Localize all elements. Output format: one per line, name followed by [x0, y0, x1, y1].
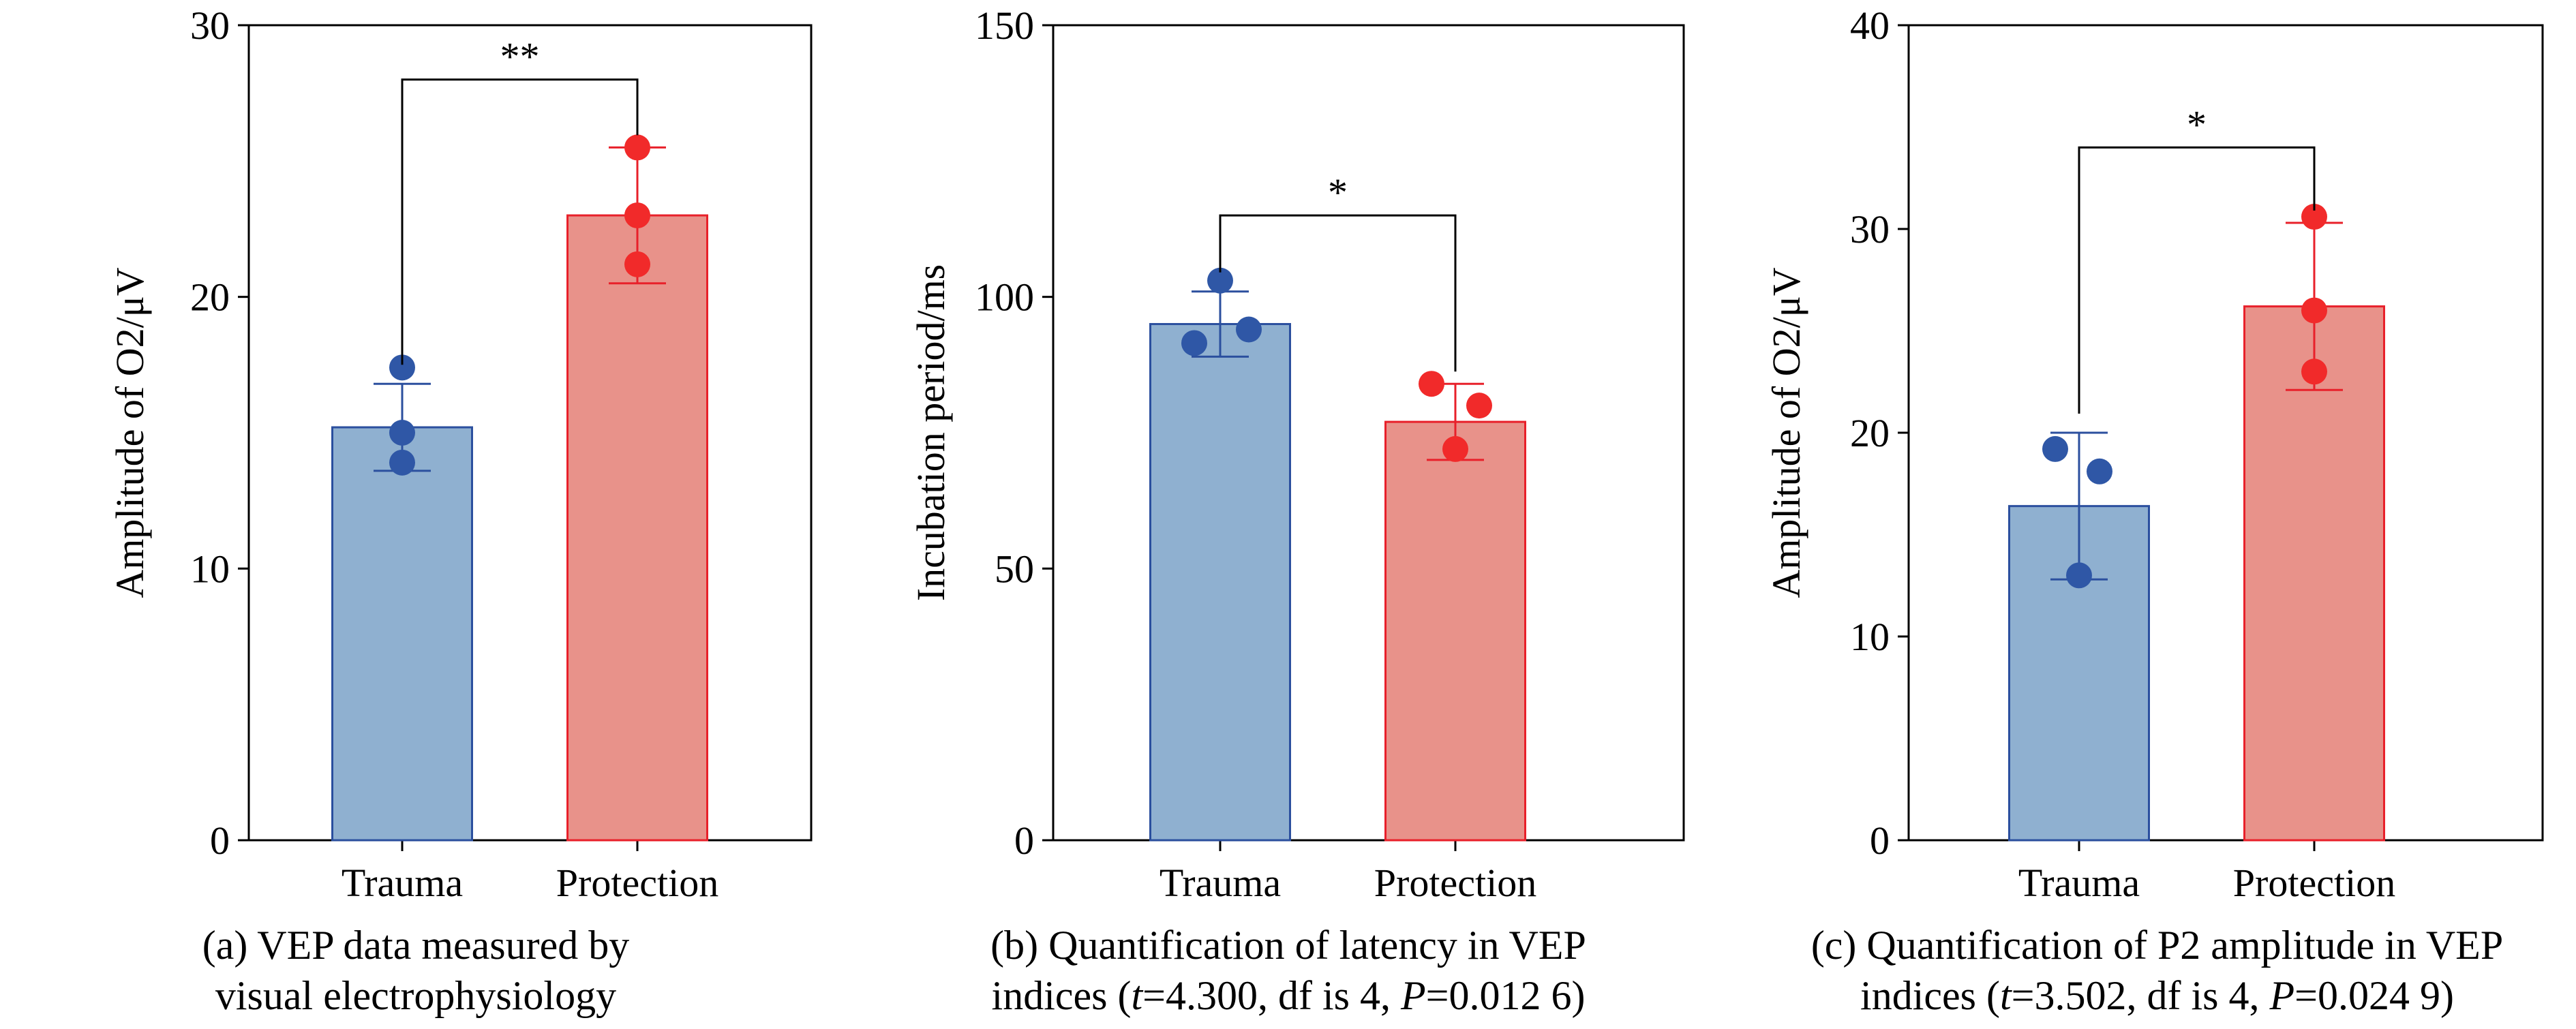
- data-point-a-trauma: [389, 420, 415, 446]
- data-point-b-protection: [1466, 393, 1492, 419]
- y-tick-label-b: 150: [975, 3, 1034, 48]
- data-point-a-trauma: [389, 449, 415, 476]
- significance-bracket-c: [2078, 146, 2316, 414]
- data-point-b-protection: [1442, 435, 1468, 462]
- x-tick-label-c-protection: Protection: [2233, 861, 2395, 900]
- bar-a-trauma: [331, 426, 473, 842]
- y-tick-label-a: 0: [210, 818, 230, 863]
- caption-c: (c) Quantification of P2 amplitude in VE…: [1738, 920, 2576, 1021]
- data-point-c-protection: [2301, 204, 2327, 230]
- caption-c-line-2: indices (t=3.502, df is 4, P=0.024 9): [1860, 973, 2454, 1018]
- significance-bracket-b: [1219, 214, 1457, 372]
- significance-stars-c: *: [2187, 102, 2207, 147]
- caption-c-line-1: (c) Quantification of P2 amplitude in VE…: [1810, 923, 2504, 968]
- y-tick-label-c: 40: [1850, 3, 1890, 48]
- chart-panel-a: 0 10 20 30 Amplitude of O2/μV Trauma Protectio…: [0, 0, 825, 1029]
- x-tick-label-c-trauma: Trauma: [2018, 861, 2140, 900]
- caption-a-line-2: visual electrophysiology: [215, 973, 617, 1018]
- y-tick-label-a: 10: [190, 547, 230, 591]
- y-tick-label-c: 20: [1850, 411, 1890, 455]
- y-tick-label-a: 20: [190, 275, 230, 320]
- x-tick-label-a-trauma: Trauma: [342, 861, 463, 900]
- chart-panel-c: 0 10 20 30 40 Amplitude of O2/μV Trauma Protect…: [1711, 0, 2576, 1029]
- data-point-c-trauma: [2066, 562, 2092, 589]
- plot-frame-b: [1052, 24, 1685, 842]
- y-tick-label-c: 30: [1850, 207, 1890, 251]
- bar-c-protection: [2243, 305, 2385, 842]
- caption-a: (a) VEP data measured by visual electrop…: [41, 920, 791, 1021]
- caption-b-line-2: indices (t=4.300, df is 4, P=0.012 6): [991, 973, 1586, 1018]
- y-axis-label-a: Amplitude of O2/μV: [108, 267, 152, 598]
- data-point-a-trauma: [389, 354, 415, 381]
- x-tick-label-b-protection: Protection: [1374, 861, 1536, 900]
- y-tick-label-c: 10: [1850, 615, 1890, 659]
- y-tick-label-c: 0: [1870, 818, 1890, 863]
- significance-stars-b: *: [1328, 170, 1348, 215]
- caption-b-line-1: (b) Quantification of latency in VEP: [990, 923, 1586, 968]
- y-tick-label-b: 50: [995, 547, 1034, 591]
- bar-a-protection: [566, 214, 708, 842]
- bar-b-trauma: [1149, 323, 1291, 842]
- chart-panel-b: 0 50 100 150 Incubation period/ms Trauma Prote…: [838, 0, 1697, 1029]
- chart-b: 0 50 100 150 Incubation period/ms Trauma Prote…: [909, 3, 1685, 900]
- data-point-a-protection: [624, 202, 650, 229]
- x-tick-label-b-trauma: Trauma: [1160, 861, 1281, 900]
- data-point-c-trauma: [2042, 435, 2068, 462]
- caption-b: (b) Quantification of latency in VEP ind…: [879, 920, 1697, 1021]
- data-point-a-protection: [624, 134, 650, 161]
- y-tick-label-b: 0: [1014, 818, 1034, 863]
- chart-c: 0 10 20 30 40 Amplitude of O2/μV Trauma Protect…: [1764, 3, 2544, 900]
- y-axis-label-c: Amplitude of O2/μV: [1764, 267, 1808, 598]
- data-point-b-trauma: [1236, 316, 1262, 343]
- data-point-c-protection: [2301, 297, 2327, 324]
- x-tick-label-a-protection: Protection: [556, 861, 718, 900]
- plot-frame-a: [247, 24, 813, 842]
- data-point-a-protection: [624, 251, 650, 277]
- y-tick-label-a: 30: [190, 3, 230, 48]
- data-point-c-trauma: [2087, 458, 2112, 485]
- caption-a-line-1: (a) VEP data measured by: [202, 923, 630, 968]
- y-tick-label-b: 100: [975, 275, 1034, 320]
- y-axis-label-b: Incubation period/ms: [909, 264, 953, 602]
- data-point-b-protection: [1419, 371, 1444, 397]
- data-point-b-trauma: [1207, 267, 1233, 294]
- data-point-b-trauma: [1181, 330, 1207, 356]
- data-point-c-protection: [2301, 358, 2327, 385]
- significance-stars-a: **: [500, 35, 540, 79]
- chart-a: 0 10 20 30 Amplitude of O2/μV Trauma Protectio…: [108, 3, 813, 900]
- bar-b-protection: [1384, 420, 1526, 842]
- significance-bracket-a: [401, 78, 639, 365]
